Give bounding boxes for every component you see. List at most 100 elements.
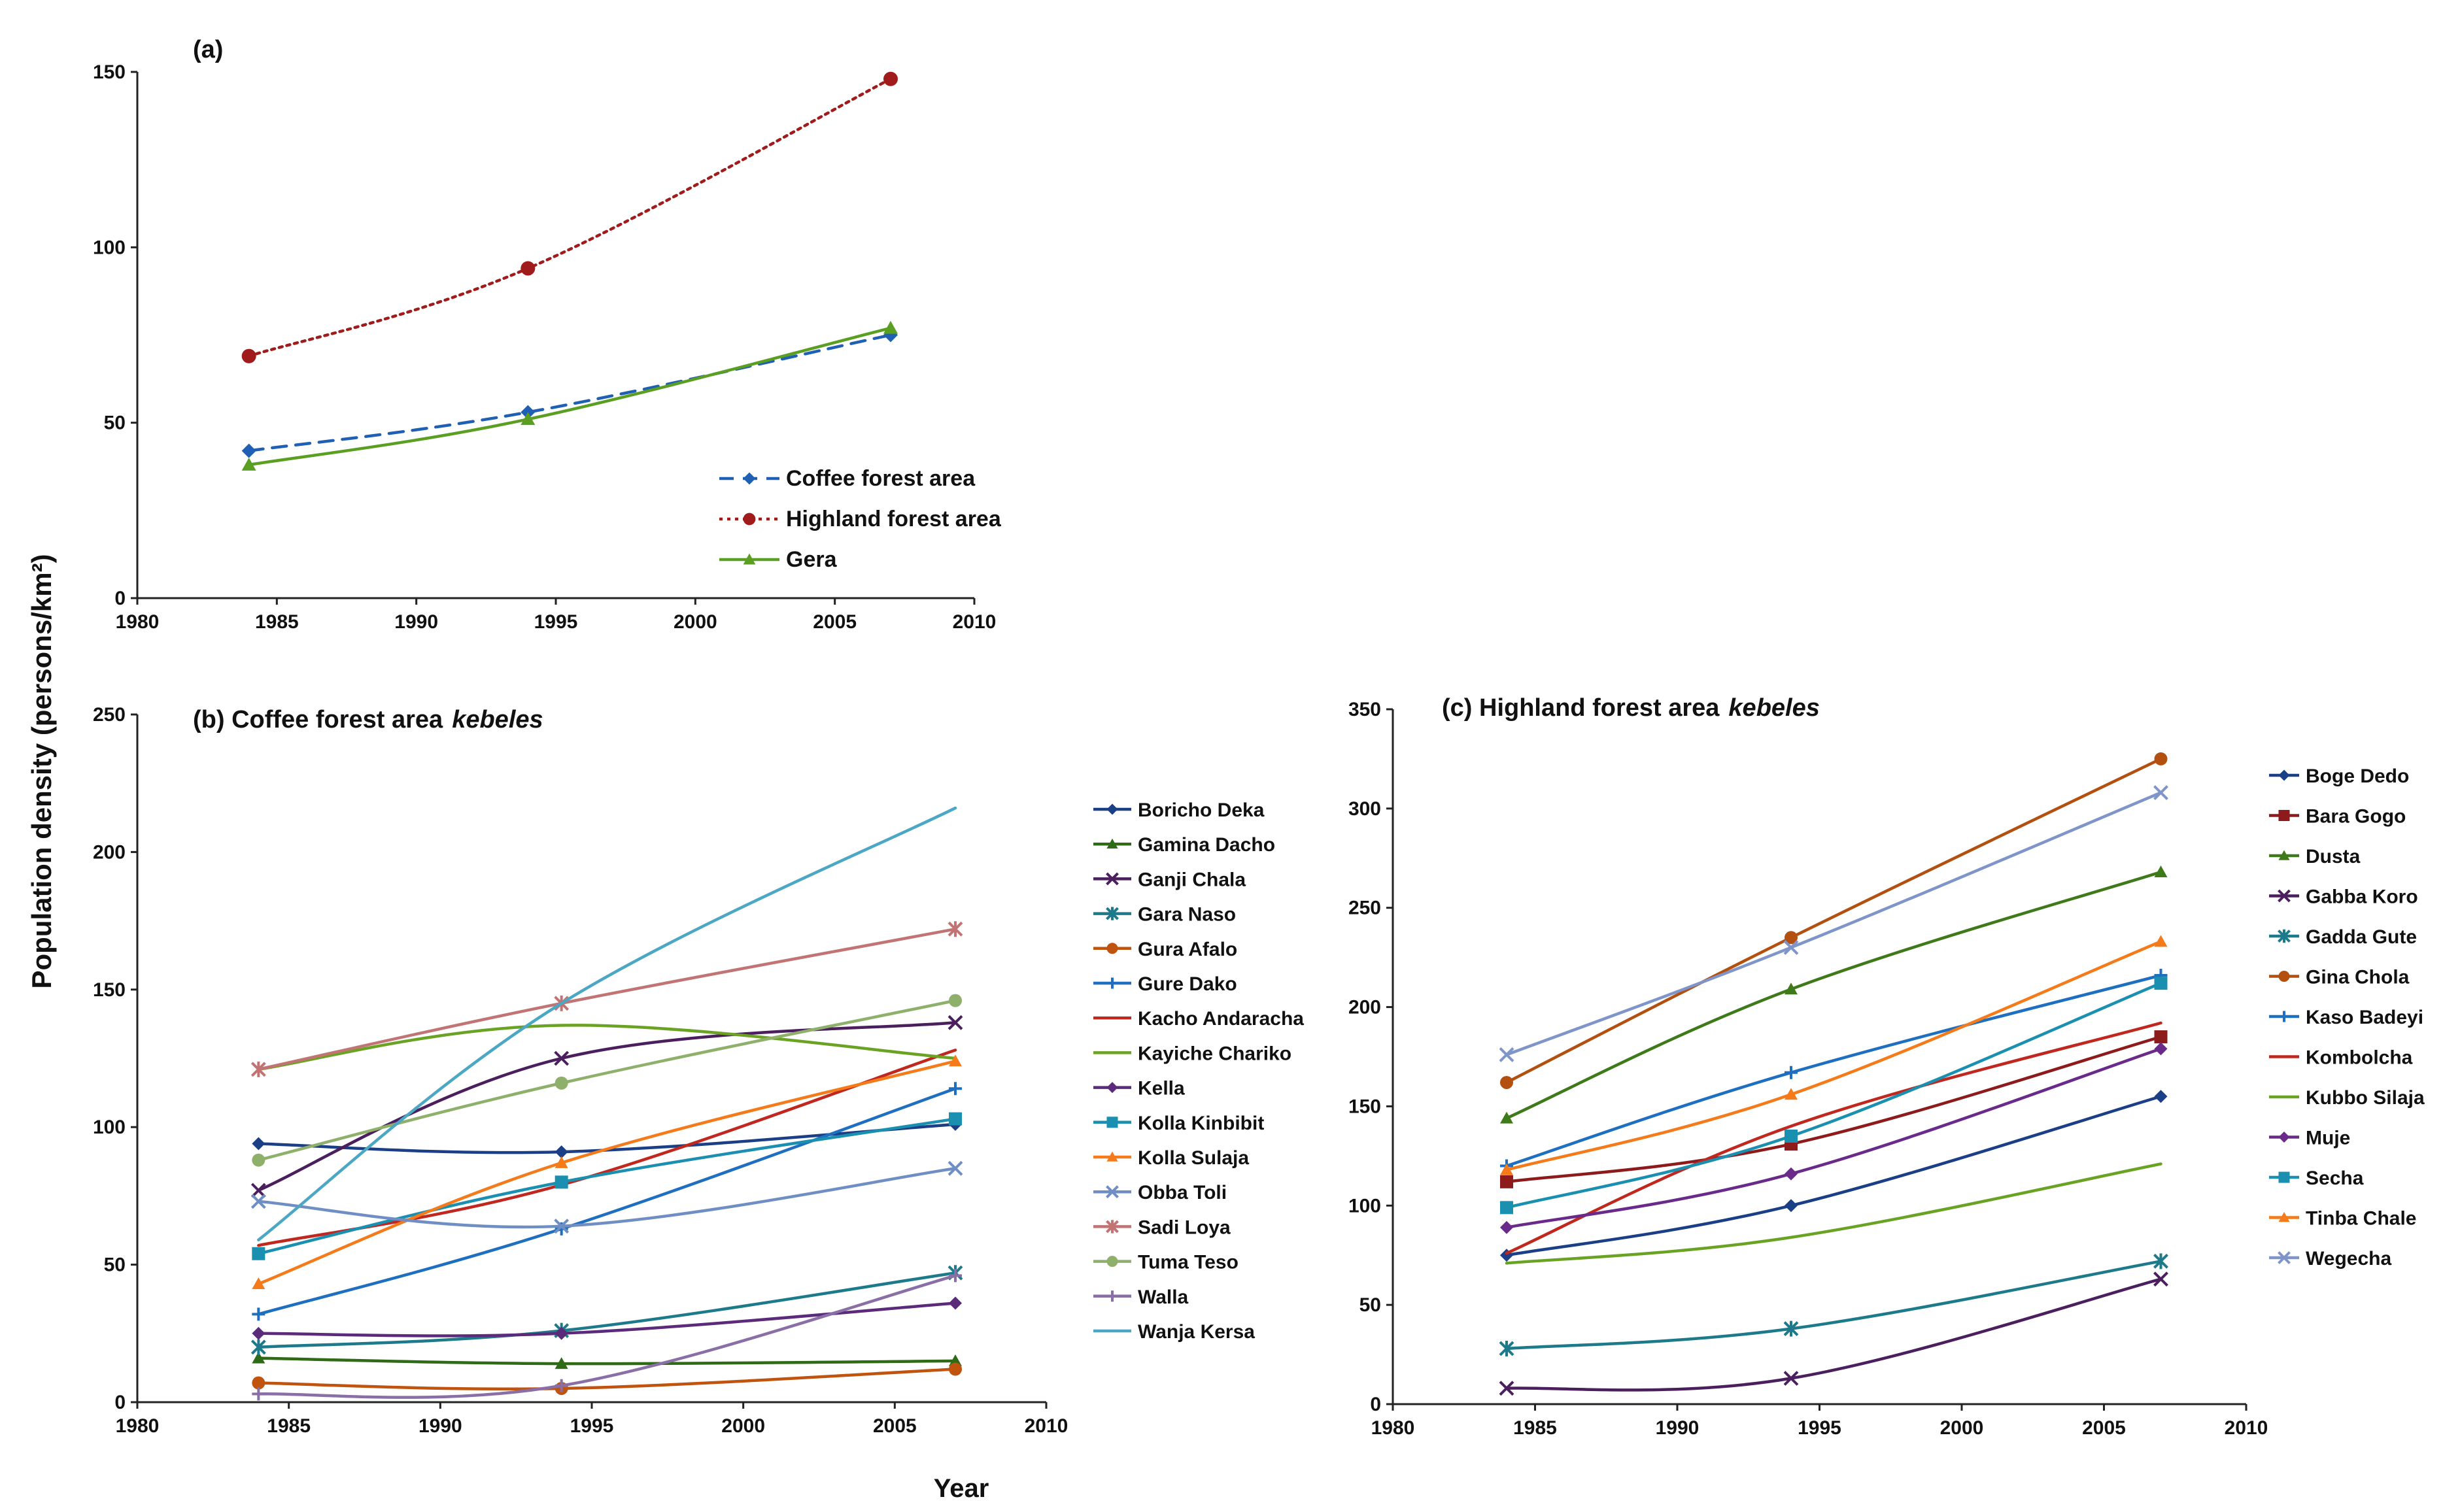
legend-label: Kubbo Silaja — [2306, 1087, 2425, 1109]
data-point — [241, 443, 256, 458]
legend-label: Wegecha — [2306, 1248, 2391, 1269]
series-bara-gogo — [1500, 1030, 2168, 1188]
data-point — [1500, 1075, 1513, 1089]
series-dusta — [1500, 865, 2168, 1124]
data-point — [1785, 1167, 1798, 1181]
series-line — [247, 333, 893, 452]
x-tick-label: 2005 — [2082, 1417, 2126, 1439]
data-point — [252, 1153, 265, 1167]
panel-c-chart: 0 50 100 150 200 250 300 350 1980 1985 1990 1995 200… — [1348, 694, 2425, 1439]
x-tick-label: 2000 — [721, 1415, 765, 1437]
series-line — [257, 1024, 957, 1071]
series-gara-naso — [250, 1265, 963, 1355]
legend-item-kubbo-silaja: Kubbo Silaja — [2269, 1087, 2425, 1109]
data-point — [555, 1175, 568, 1189]
data-point — [2154, 752, 2168, 765]
legend-item-kombolcha: Kombolcha — [2269, 1047, 2413, 1069]
legend-label: Highland forest area — [786, 507, 1002, 531]
data-point — [1785, 983, 1798, 995]
legend-swatch-marker — [1106, 907, 1119, 920]
data-point — [949, 994, 962, 1007]
data-point — [883, 71, 898, 86]
series-line — [1505, 1094, 2162, 1257]
legend-label: Gabba Koro — [2306, 886, 2418, 908]
legend-label: Kacho Andaracha — [1138, 1008, 1304, 1030]
legend-label: Sadi Loya — [1138, 1217, 1231, 1238]
legend-swatch-marker — [2278, 1251, 2291, 1264]
series-line — [257, 1167, 957, 1229]
data-point — [949, 1112, 962, 1126]
series-line — [1505, 757, 2162, 1084]
data-point — [554, 1218, 570, 1234]
x-axis-label: Year — [934, 1474, 989, 1503]
x-tick-label: 2005 — [813, 611, 857, 633]
series-line — [257, 1302, 957, 1337]
legend-item-walla: Walla — [1093, 1286, 1189, 1308]
panel-a-chart: 0 50 100 150 1980 1985 1990 1995 2000 2005 2010 (a)… — [93, 36, 1002, 633]
data-point — [555, 1156, 568, 1168]
y-tick-label: 0 — [1370, 1394, 1381, 1415]
legend-label: Kella — [1138, 1078, 1185, 1100]
legend-item-kella: Kella — [1093, 1078, 1185, 1100]
data-point — [241, 458, 256, 471]
y-tick-label: 250 — [1348, 898, 1381, 919]
y-tick-label: 50 — [104, 412, 126, 434]
series-wanja-kersa — [257, 806, 957, 1241]
y-tick-label: 50 — [1359, 1294, 1381, 1316]
series-muje — [1500, 1042, 2168, 1234]
series-kombolcha — [1505, 1021, 2162, 1255]
series-tuma-teso — [252, 994, 962, 1167]
series-line — [1505, 1047, 2162, 1229]
data-point — [2154, 977, 2168, 990]
legend-item-dusta: Dusta — [2269, 846, 2361, 867]
series-line — [257, 1117, 957, 1256]
data-point — [521, 412, 536, 426]
series-gadda-gute — [1499, 1253, 2168, 1356]
panel-b-chart: 0 50 100 150 200 250 1980 1985 1990 1995 2000 2005 2… — [93, 704, 1304, 1437]
data-point — [1500, 1220, 1513, 1234]
x-tick-label: 1985 — [255, 611, 299, 633]
data-point — [252, 1137, 265, 1151]
legend-swatch-marker — [2278, 810, 2290, 821]
series-kolla-kinbibit — [252, 1112, 962, 1260]
x-tick-label: 2010 — [953, 611, 997, 633]
data-point — [555, 1379, 568, 1392]
legend-swatch-marker — [1106, 1185, 1119, 1199]
series-line — [247, 77, 893, 358]
legend-item-kayiche-chariko: Kayiche Chariko — [1093, 1043, 1291, 1064]
data-point — [252, 1247, 265, 1260]
legend-label: Kolla Kinbibit — [1138, 1113, 1264, 1134]
series-gina-chola — [1500, 752, 2168, 1089]
series-kella — [252, 1296, 962, 1340]
series-walla — [252, 1269, 962, 1401]
legend-swatch-marker — [743, 472, 756, 485]
legend-label: Kombolcha — [2306, 1047, 2413, 1069]
legend-label: Gina Chola — [2306, 967, 2410, 988]
legend-item-tinba-chale: Tinba Chale — [2269, 1208, 2416, 1230]
y-tick-label: 150 — [1348, 1096, 1381, 1117]
data-point — [250, 1339, 266, 1355]
legend-swatch-marker — [1106, 872, 1119, 886]
data-point — [1500, 1111, 1513, 1124]
series-kaso-badeyi — [1500, 968, 2168, 1173]
legend-item-muje: Muje — [2269, 1128, 2350, 1149]
legend-item-gina-chola: Gina Chola — [2269, 967, 2410, 988]
legend-swatch-marker — [2278, 889, 2291, 903]
legend-label: Kaso Badeyi — [2306, 1007, 2423, 1028]
series-line — [1505, 1277, 2162, 1392]
legend-label: Coffee forest area — [786, 466, 976, 491]
data-point — [948, 1160, 963, 1176]
y-tick-label: 200 — [93, 841, 126, 863]
x-tick-label: 1980 — [1371, 1417, 1415, 1439]
legend-swatch-marker — [1106, 803, 1118, 815]
series-line — [257, 1356, 957, 1366]
data-point — [252, 1326, 265, 1340]
legend-swatch-marker — [743, 553, 756, 565]
legend-item-gamina-dacho: Gamina Dacho — [1093, 834, 1275, 856]
x-tick-label: 2000 — [1940, 1417, 1984, 1439]
legend-item-gara-naso: Gara Naso — [1093, 904, 1236, 926]
panel-title: (c) Highland forest area kebeles — [1442, 694, 1820, 722]
data-point — [1783, 1320, 1799, 1337]
legend-swatch-marker — [2278, 929, 2291, 943]
